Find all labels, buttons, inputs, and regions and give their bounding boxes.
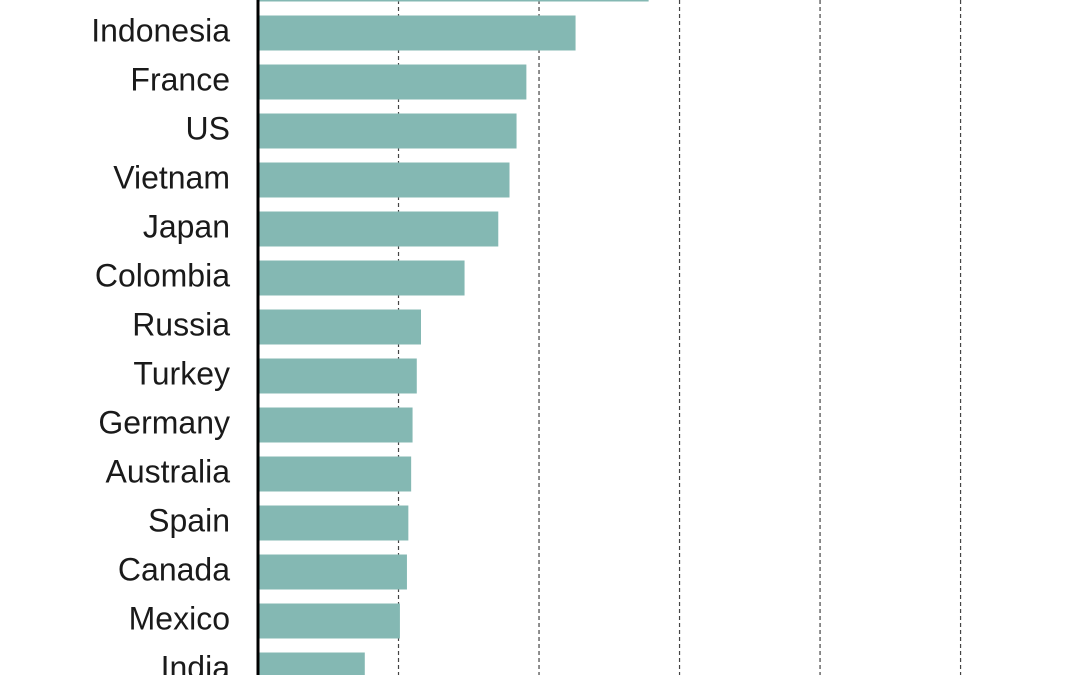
bar: [258, 505, 409, 541]
bar: [258, 603, 400, 639]
y-tick-label: India: [161, 649, 231, 675]
bar: [258, 260, 465, 296]
y-tick-label: Canada: [118, 551, 230, 587]
y-tick-label: Colombia: [95, 257, 230, 293]
y-tick-label: Vietnam: [113, 159, 230, 195]
y-tick-label: Japan: [143, 208, 230, 244]
y-tick-label: Turkey: [133, 355, 230, 391]
y-tick-label: Russia: [132, 306, 230, 342]
y-tick-label: France: [130, 61, 230, 97]
bar: [258, 407, 413, 443]
bar: [258, 358, 417, 394]
y-tick-label: Spain: [148, 502, 230, 538]
bar: [258, 0, 649, 2]
bar: [258, 211, 499, 247]
y-tick-label: Mexico: [129, 600, 230, 636]
y-tick-label: Germany: [98, 404, 230, 440]
y-tick-label: Australia: [106, 453, 231, 489]
bar: [258, 15, 576, 51]
bar: [258, 652, 365, 675]
bar: [258, 64, 527, 100]
bar: [258, 162, 510, 198]
y-tick-label: Indonesia: [91, 12, 230, 48]
bar: [258, 309, 421, 345]
y-tick-label: US: [186, 110, 230, 146]
bar: [258, 554, 407, 590]
bar: [258, 456, 412, 492]
bar: [258, 113, 517, 149]
